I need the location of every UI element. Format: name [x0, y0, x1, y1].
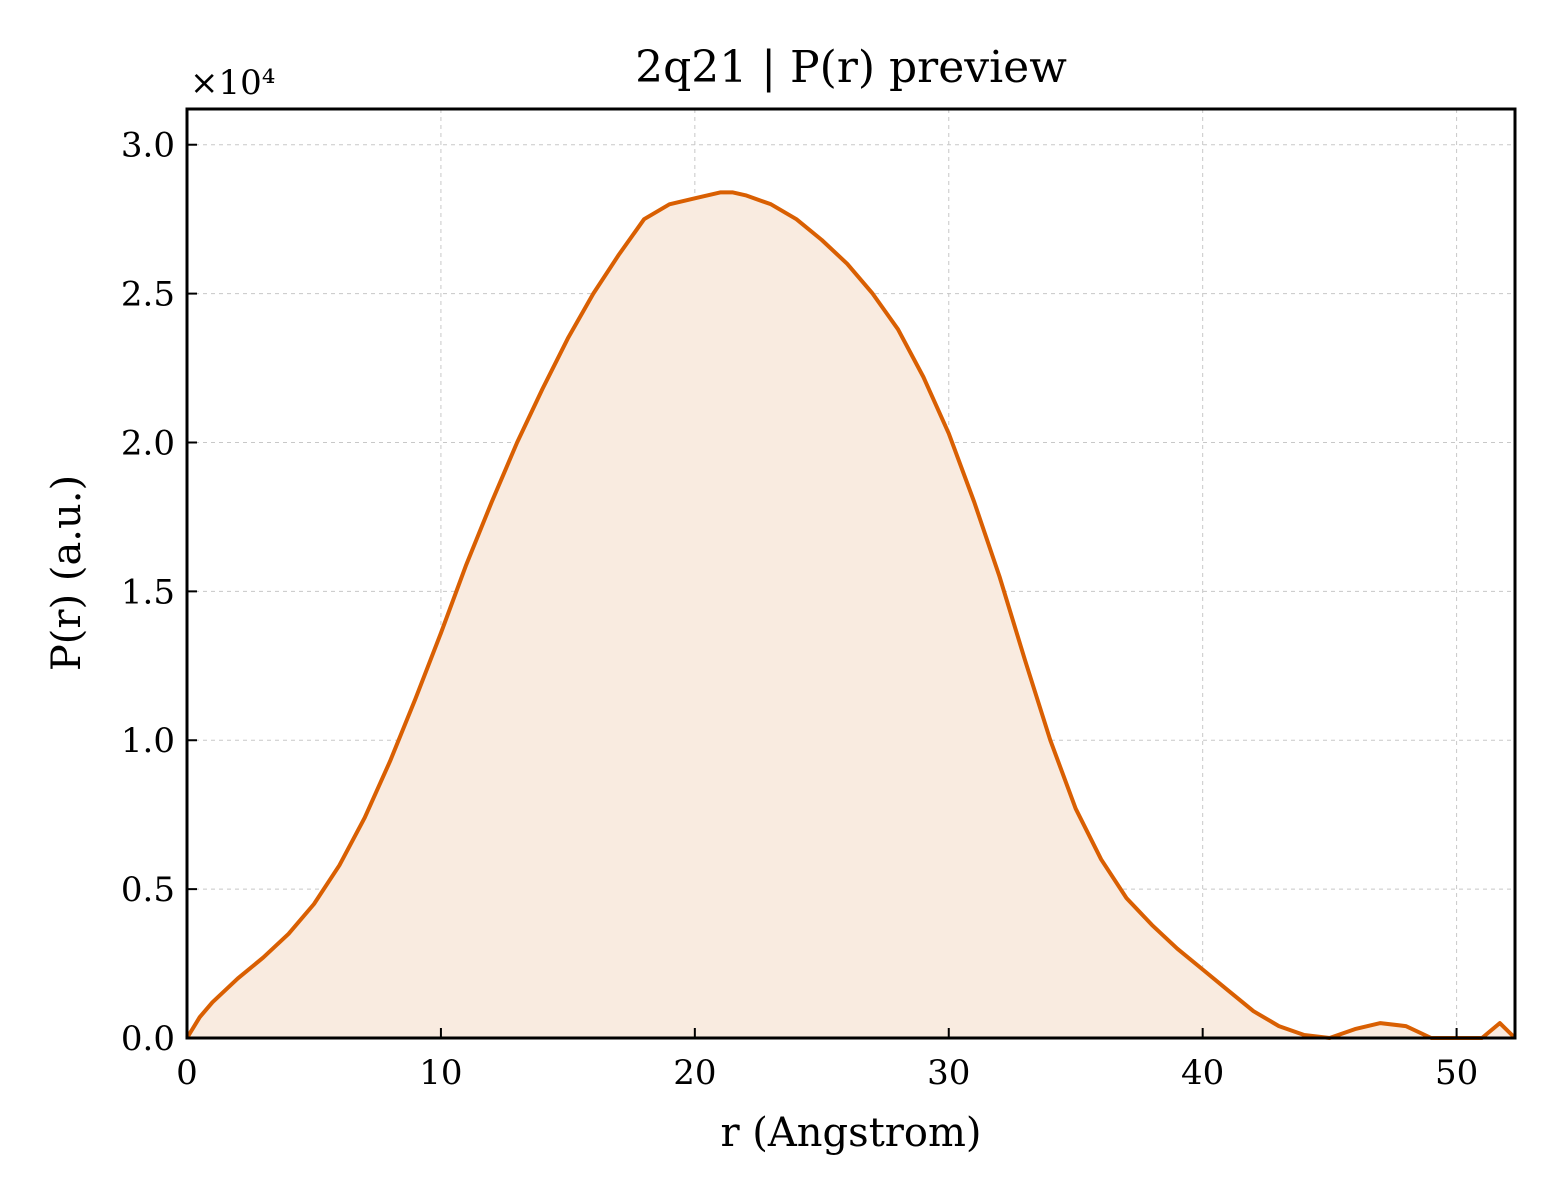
y-axis-label: P(r) (a.u.) [44, 475, 90, 671]
y-axis-multiplier: ×10⁴ [190, 63, 275, 103]
x-tick-label: 0 [176, 1053, 198, 1093]
y-tick-label: 0.5 [121, 870, 175, 910]
y-axis-ticks: 0.0 0.5 1.0 1.5 2.0 2.5 3.0 [121, 126, 197, 1059]
y-tick-label: 3.0 [121, 126, 175, 166]
x-axis-ticks: 0 10 20 30 40 50 [176, 1028, 1478, 1093]
y-tick-label: 2.5 [121, 275, 175, 315]
x-axis-label: r (Angstrom) [720, 1110, 981, 1156]
pr-fill-area [187, 192, 1515, 1038]
y-tick-label: 1.0 [121, 721, 175, 761]
y-tick-label: 2.0 [121, 423, 175, 463]
x-tick-label: 50 [1435, 1053, 1478, 1093]
y-tick-label: 1.5 [121, 572, 175, 612]
x-tick-label: 30 [927, 1053, 970, 1093]
x-tick-label: 20 [673, 1053, 716, 1093]
plot-frame [185, 107, 1517, 1040]
x-tick-label: 10 [419, 1053, 462, 1093]
pr-curve-line [185, 190, 1517, 1040]
chart-title: 2q21 | P(r) preview [635, 42, 1067, 93]
y-tick-label: 0.0 [121, 1019, 175, 1059]
x-tick-label: 40 [1181, 1053, 1224, 1093]
